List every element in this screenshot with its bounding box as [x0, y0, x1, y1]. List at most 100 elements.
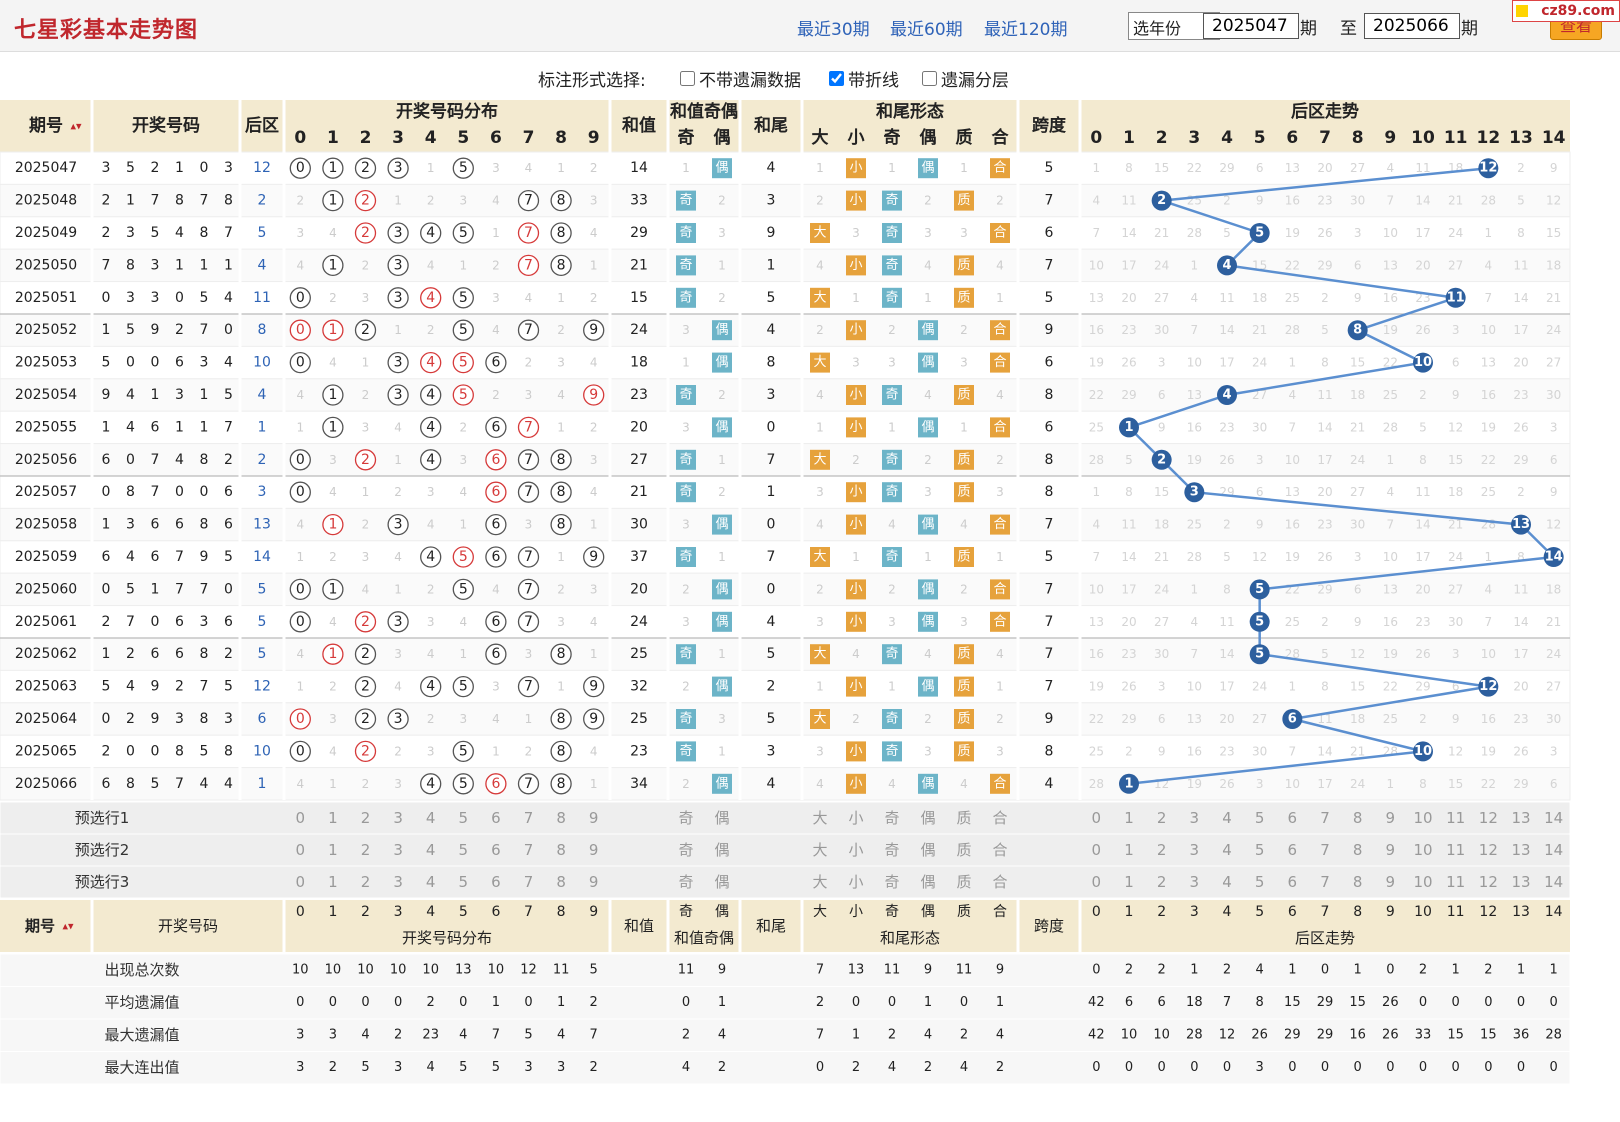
dist-ball	[485, 449, 507, 471]
stats-back-value: 0	[1386, 963, 1394, 978]
shape-miss: 2	[996, 453, 1004, 467]
shape-tag-bg	[810, 644, 830, 665]
dist-ball	[420, 287, 442, 309]
preselect-digit: 9	[589, 809, 599, 827]
back-miss: 13	[1187, 712, 1202, 726]
back-miss: 10	[1187, 680, 1202, 694]
dist-ball-label: 0	[296, 160, 305, 176]
number-cell: 1	[102, 646, 111, 662]
back-miss: 30	[1154, 323, 1169, 337]
option-miss-layer[interactable]: 遗漏分层	[922, 66, 1009, 91]
polyline-checkbox[interactable]	[829, 71, 844, 86]
dist-ball	[452, 773, 474, 795]
dist-ball	[387, 384, 409, 406]
back-miss: 26	[1513, 420, 1528, 434]
back-trend-ball	[1119, 773, 1139, 794]
shape-tag: 小	[849, 388, 862, 403]
table-row	[0, 313, 1571, 347]
back-cell: 5	[258, 225, 267, 241]
preselect-back: 7	[1320, 873, 1330, 891]
dist-ball	[354, 611, 377, 633]
dist-ball	[452, 740, 474, 763]
dist-col-header: 3	[392, 128, 404, 148]
stats-back-value: 29	[1317, 1028, 1334, 1043]
back-miss: 1	[1093, 161, 1101, 175]
shape-miss: 4	[924, 388, 932, 402]
back-miss: 30	[1154, 647, 1169, 661]
shape-tag-bg	[990, 320, 1010, 341]
back-miss: 26	[1219, 777, 1234, 791]
dist-ball-label: 7	[524, 614, 533, 630]
dist-miss-value: 2	[394, 485, 402, 499]
to-period-input[interactable]	[1364, 13, 1460, 39]
number-cell: 2	[175, 322, 184, 338]
dist-header: 开奖号码分布	[396, 101, 498, 122]
dist-ball	[322, 319, 344, 341]
back-miss: 16	[1481, 388, 1496, 402]
option-polyline[interactable]: 带折线	[829, 66, 899, 91]
shape-miss: 4	[924, 258, 932, 272]
miss-layer-checkbox[interactable]	[922, 71, 937, 86]
back-miss: 3	[1158, 680, 1166, 694]
number-cell: 2	[102, 225, 111, 241]
stats-back-value: 0	[1484, 1060, 1492, 1075]
shape-miss: 4	[996, 388, 1004, 402]
back-trend-ball-label: 2	[1157, 452, 1166, 467]
stats-dist-value: 7	[590, 1028, 598, 1043]
dist-ball-label: 3	[394, 711, 403, 727]
dist-ball	[387, 254, 409, 277]
bottom-back-col: 1	[1125, 904, 1134, 920]
bottom-back-col: 5	[1255, 904, 1264, 920]
number-cell: 5	[224, 679, 233, 695]
shape-col-header: 偶	[920, 127, 937, 148]
back-cell: 8	[258, 322, 267, 338]
shape-tag: 奇	[885, 289, 898, 305]
preselect-back: 3	[1190, 809, 1200, 827]
dist-ball	[354, 740, 377, 763]
sum-cell: 32	[630, 679, 648, 695]
bottom-shape-col: 合	[993, 904, 1007, 920]
odd-tag-bg	[676, 449, 696, 470]
shape-miss: 4	[996, 258, 1004, 272]
option-label: 标注形式选择:	[538, 71, 646, 91]
shape-tag: 偶	[921, 582, 934, 597]
back-miss: 3	[1550, 420, 1558, 434]
recent-30-link[interactable]: 最近30期	[797, 20, 870, 40]
stats-back-value: 1	[1452, 963, 1460, 978]
recent-60-link[interactable]: 最近60期	[890, 20, 963, 40]
back-miss: 25	[1481, 485, 1496, 499]
back-cell: 4	[258, 387, 267, 403]
back-cell: 12	[253, 679, 271, 695]
back-miss: 10	[1481, 323, 1496, 337]
from-period-input[interactable]	[1203, 13, 1299, 39]
shape-miss: 1	[996, 680, 1004, 694]
dist-ball-label: 7	[524, 225, 533, 241]
recent-120-link[interactable]: 最近120期	[984, 20, 1068, 40]
back-cell: 13	[253, 517, 271, 533]
back-cell: 2	[258, 452, 267, 468]
stats-dist-value: 5	[459, 1060, 467, 1075]
shape-tag: 小	[849, 679, 862, 694]
dist-miss-value: 2	[296, 194, 304, 208]
dist-ball-label: 8	[557, 776, 566, 792]
back-miss: 7	[1093, 550, 1101, 564]
sum-cell: 20	[630, 419, 648, 435]
dist-ball-label: 5	[459, 225, 468, 241]
dist-miss-value: 2	[557, 323, 565, 337]
shape-tag-bg	[990, 579, 1010, 600]
option-no-miss[interactable]: 不带遗漏数据	[680, 66, 801, 91]
back-miss: 26	[1121, 356, 1136, 370]
dist-miss-value: 2	[362, 518, 370, 532]
shape-tag: 小	[849, 517, 862, 532]
stats-shape-value: 4	[996, 1028, 1004, 1043]
stats-back-value: 26	[1251, 1028, 1268, 1043]
shape-tag: 质	[957, 485, 970, 500]
even-miss: 2	[718, 194, 726, 208]
stats-oe-value: 2	[718, 1060, 726, 1075]
dist-miss-value: 4	[329, 485, 337, 499]
span-cell: 7	[1045, 679, 1054, 695]
odd-tag-bg	[676, 644, 696, 665]
no-miss-checkbox[interactable]	[680, 71, 695, 86]
back-cell: 10	[253, 355, 271, 371]
shape-tag-bg	[954, 287, 974, 308]
